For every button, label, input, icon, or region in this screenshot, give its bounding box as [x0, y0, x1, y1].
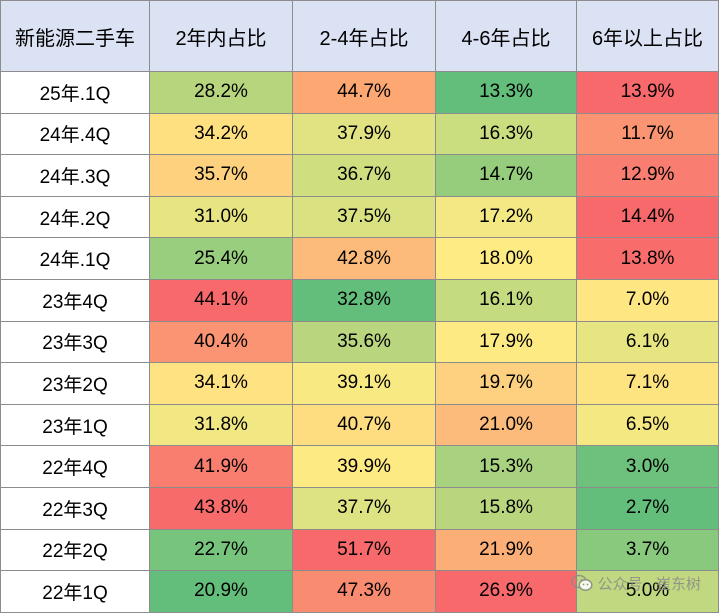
cell-2-4-years: 37.9% [292, 112, 436, 156]
cell-within-2-years: 35.7% [149, 154, 293, 197]
cell-4-6-years: 15.3% [435, 445, 577, 488]
table-row: 24年.4Q 34.2% 37.9% 16.3% 11.7% [0, 112, 719, 156]
cell-within-2-years: 44.1% [149, 278, 293, 322]
cell-4-6-years: 19.7% [435, 362, 577, 405]
cell-over-6-years: 6.5% [576, 403, 719, 447]
cell-within-2-years: 31.8% [149, 403, 293, 447]
table-row: 22年4Q 41.9% 39.9% 15.3% 3.0% [0, 445, 719, 488]
cell-within-2-years: 34.2% [149, 112, 293, 156]
row-label: 23年2Q [0, 362, 150, 405]
header-cell-over-6-years: 6年以上占比 [576, 0, 719, 72]
cell-within-2-years: 41.9% [149, 445, 293, 488]
cell-within-2-years: 25.4% [149, 237, 293, 280]
row-label: 22年2Q [0, 528, 150, 572]
table-body: 25年.1Q 28.2% 44.7% 13.3% 13.9% 24年.4Q 34.2% 37.… [0, 71, 719, 613]
table-row: 22年1Q 20.9% 47.3% 26.9% 5.0% [0, 570, 719, 613]
cell-over-6-years: 2.7% [576, 486, 719, 530]
cell-over-6-years: 7.0% [576, 278, 719, 322]
cell-over-6-years: 11.7% [576, 112, 719, 156]
cell-over-6-years: 5.0% [576, 570, 719, 613]
cell-4-6-years: 16.1% [435, 278, 577, 322]
row-label: 24年.3Q [0, 154, 150, 197]
cell-2-4-years: 36.7% [292, 154, 436, 197]
cell-within-2-years: 40.4% [149, 320, 293, 364]
cell-within-2-years: 20.9% [149, 570, 293, 613]
row-label: 22年1Q [0, 570, 150, 613]
header-row: 新能源二手车 2年内占比 2-4年占比 4-6年占比 6年以上占比 [0, 0, 719, 72]
cell-2-4-years: 39.1% [292, 362, 436, 405]
table-row: 22年3Q 43.8% 37.7% 15.8% 2.7% [0, 486, 719, 530]
cell-over-6-years: 12.9% [576, 154, 719, 197]
cell-4-6-years: 21.0% [435, 403, 577, 447]
row-label: 23年3Q [0, 320, 150, 364]
cell-over-6-years: 3.7% [576, 528, 719, 572]
cell-within-2-years: 43.8% [149, 486, 293, 530]
cell-2-4-years: 47.3% [292, 570, 436, 613]
row-label: 22年3Q [0, 486, 150, 530]
table-row: 22年2Q 22.7% 51.7% 21.9% 3.7% [0, 528, 719, 572]
cell-over-6-years: 3.0% [576, 445, 719, 488]
cell-2-4-years: 39.9% [292, 445, 436, 488]
header-cell-4-6-years: 4-6年占比 [435, 0, 577, 72]
row-label: 24年.2Q [0, 195, 150, 239]
row-label: 24年.4Q [0, 112, 150, 156]
cell-4-6-years: 14.7% [435, 154, 577, 197]
row-label: 23年1Q [0, 403, 150, 447]
cell-2-4-years: 35.6% [292, 320, 436, 364]
header-cell-within-2-years: 2年内占比 [149, 0, 293, 72]
cell-4-6-years: 18.0% [435, 237, 577, 280]
header-cell-2-4-years: 2-4年占比 [292, 0, 436, 72]
table-row: 24年.1Q 25.4% 42.8% 18.0% 13.8% [0, 237, 719, 280]
row-label: 23年4Q [0, 278, 150, 322]
cell-over-6-years: 13.8% [576, 237, 719, 280]
cell-2-4-years: 42.8% [292, 237, 436, 280]
cell-4-6-years: 13.3% [435, 71, 577, 114]
header-cell-category: 新能源二手车 [0, 0, 150, 72]
cell-within-2-years: 34.1% [149, 362, 293, 405]
cell-within-2-years: 22.7% [149, 528, 293, 572]
row-label: 25年.1Q [0, 71, 150, 114]
cell-2-4-years: 37.7% [292, 486, 436, 530]
table-row: 23年2Q 34.1% 39.1% 19.7% 7.1% [0, 362, 719, 405]
cell-over-6-years: 13.9% [576, 71, 719, 114]
table-row: 25年.1Q 28.2% 44.7% 13.3% 13.9% [0, 71, 719, 114]
cell-2-4-years: 51.7% [292, 528, 436, 572]
row-label: 24年.1Q [0, 237, 150, 280]
row-label: 22年4Q [0, 445, 150, 488]
table-row: 24年.2Q 31.0% 37.5% 17.2% 14.4% [0, 195, 719, 239]
table-row: 23年4Q 44.1% 32.8% 16.1% 7.0% [0, 278, 719, 322]
cell-4-6-years: 21.9% [435, 528, 577, 572]
cell-over-6-years: 7.1% [576, 362, 719, 405]
cell-over-6-years: 6.1% [576, 320, 719, 364]
table-row: 23年1Q 31.8% 40.7% 21.0% 6.5% [0, 403, 719, 447]
table-row: 23年3Q 40.4% 35.6% 17.9% 6.1% [0, 320, 719, 364]
cell-2-4-years: 32.8% [292, 278, 436, 322]
cell-4-6-years: 26.9% [435, 570, 577, 613]
cell-within-2-years: 31.0% [149, 195, 293, 239]
cell-4-6-years: 16.3% [435, 112, 577, 156]
cell-4-6-years: 15.8% [435, 486, 577, 530]
cell-4-6-years: 17.9% [435, 320, 577, 364]
cell-4-6-years: 17.2% [435, 195, 577, 239]
cell-over-6-years: 14.4% [576, 195, 719, 239]
cell-2-4-years: 44.7% [292, 71, 436, 114]
cell-2-4-years: 37.5% [292, 195, 436, 239]
cell-within-2-years: 28.2% [149, 71, 293, 114]
table-row: 24年.3Q 35.7% 36.7% 14.7% 12.9% [0, 154, 719, 197]
cell-2-4-years: 40.7% [292, 403, 436, 447]
